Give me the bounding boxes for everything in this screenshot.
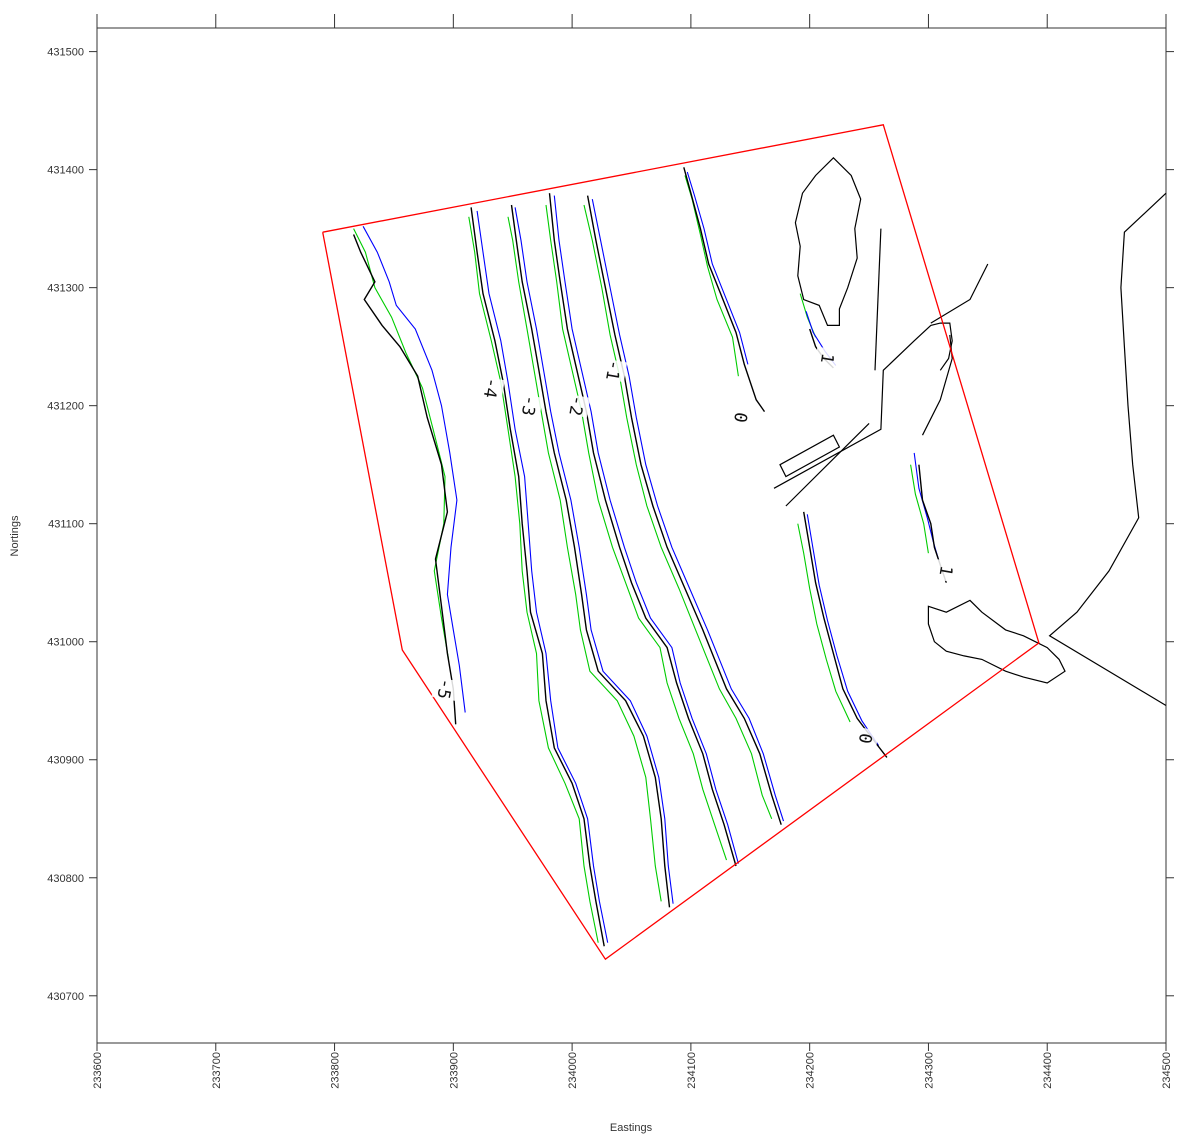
contour-line-black xyxy=(470,207,605,947)
land-pier-west xyxy=(785,422,870,507)
contour-line-green xyxy=(583,204,773,820)
contour-line-blue xyxy=(514,207,674,904)
y-tick-label: 431300 xyxy=(47,283,84,295)
y-tick-label: 431000 xyxy=(47,637,84,649)
contour-line-blue xyxy=(476,210,609,943)
contour-line-blue xyxy=(686,171,749,365)
x-tick-label: 234000 xyxy=(567,1052,579,1089)
contour-line-black xyxy=(510,204,671,908)
y-tick-label: 431400 xyxy=(47,165,84,177)
y-tick-label: 431200 xyxy=(47,401,84,413)
x-axis-title: Eastings xyxy=(610,1122,653,1134)
land-jetty-2 xyxy=(874,228,882,371)
x-tick-label: 233700 xyxy=(211,1052,223,1089)
contour-line-green xyxy=(545,204,728,861)
contour-label: -5 xyxy=(432,677,455,701)
land-channel xyxy=(921,334,953,436)
contour-label-halo xyxy=(727,405,755,430)
x-tick-label: 234100 xyxy=(686,1052,698,1089)
contour-labels: -5 -4 -3 -2 -1 0 0 1 1 xyxy=(431,346,960,751)
x-tick-label: 233900 xyxy=(448,1052,460,1089)
land-island xyxy=(794,156,862,326)
contour-line-green xyxy=(468,216,599,943)
x-tick-label: 234400 xyxy=(1042,1052,1054,1089)
contour-line-black xyxy=(352,234,457,725)
contour-line-green xyxy=(910,464,929,554)
contour-line-blue xyxy=(553,195,739,864)
y-tick-label: 431100 xyxy=(48,519,84,531)
depth-contours xyxy=(352,167,947,947)
contour-line-green xyxy=(507,216,662,902)
contour-label-halo xyxy=(477,376,505,400)
contour-line-black xyxy=(548,193,737,867)
contour-label-halo xyxy=(932,558,960,583)
land-headland xyxy=(927,599,1066,684)
contour-label: 0 xyxy=(729,411,750,425)
land-coast-east xyxy=(1048,192,1167,707)
y-tick-label: 430900 xyxy=(47,755,84,767)
contour-label: -4 xyxy=(479,376,502,400)
contour-label-halo xyxy=(813,346,842,371)
contour-label: 1 xyxy=(816,352,837,366)
x-tick-label: 234300 xyxy=(923,1052,935,1089)
y-tick-labels: 430700 430800 430900 431000 431100 431200 4313… xyxy=(47,47,84,1003)
axis-ticks xyxy=(89,14,1174,1051)
contour-line-green xyxy=(797,523,851,723)
y-tick-label: 430800 xyxy=(47,873,84,885)
contour-line-blue xyxy=(362,226,466,713)
x-tick-label: 233800 xyxy=(330,1052,342,1089)
contour-line-blue xyxy=(806,514,880,746)
contour-line-green xyxy=(353,228,450,660)
contour-label: -1 xyxy=(601,358,624,382)
contour-label: 0 xyxy=(854,732,875,746)
y-tick-label: 430700 xyxy=(47,991,84,1003)
land-features xyxy=(773,156,1167,707)
survey-boundary xyxy=(322,124,1040,961)
contour-line-black xyxy=(586,195,782,825)
survey-boundary-line xyxy=(322,124,1040,961)
x-tick-label: 234200 xyxy=(805,1052,817,1089)
contour-label: 1 xyxy=(935,564,956,578)
land-breakwater xyxy=(779,434,841,478)
contour-label-halo xyxy=(851,726,880,751)
contour-label: -3 xyxy=(517,394,540,418)
y-axis-title: Nortings xyxy=(9,515,21,556)
contour-line-black xyxy=(683,167,766,413)
contour-label: -2 xyxy=(564,394,587,418)
land-jetty-3 xyxy=(930,263,989,324)
contour-label-halo xyxy=(600,358,628,383)
contour-label-halo xyxy=(563,393,591,418)
contour-label-halo xyxy=(515,393,543,418)
y-tick-label: 431500 xyxy=(47,47,84,59)
contour-line-blue xyxy=(591,198,785,822)
x-tick-labels: 233600 233700 233800 233900 234000 234100 2342… xyxy=(92,1052,1173,1089)
x-tick-label: 234500 xyxy=(1161,1052,1173,1089)
contour-label-halo xyxy=(431,676,459,701)
plot-frame xyxy=(96,27,1167,1044)
x-tick-label: 233600 xyxy=(92,1052,104,1089)
